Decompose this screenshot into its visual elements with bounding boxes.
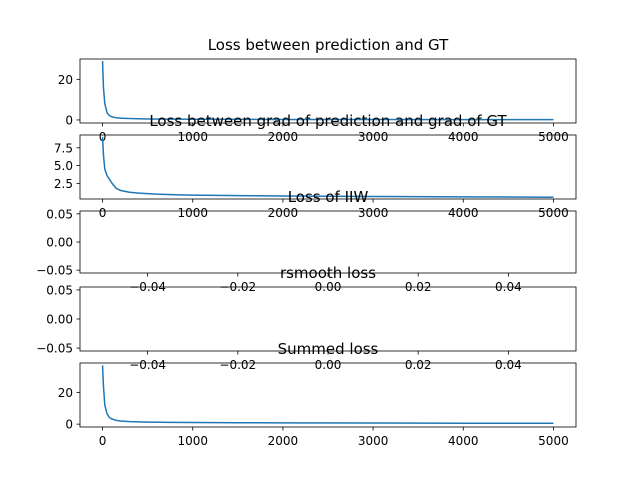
subplot-title-3: Loss of IIW — [288, 188, 369, 206]
x-tick-label: 4000 — [448, 130, 479, 144]
x-tick-label: 4000 — [448, 206, 479, 220]
x-tick-label: 5000 — [538, 434, 569, 448]
y-tick-label: 0 — [65, 418, 73, 432]
x-tick-label: 5000 — [538, 206, 569, 220]
axes-frame-5 — [79, 362, 577, 428]
y-tick-label: −0.05 — [36, 264, 73, 278]
x-tick-label: 0 — [99, 206, 107, 220]
x-tick-label: −0.02 — [219, 358, 256, 372]
x-tick-label: 0.02 — [405, 358, 432, 372]
y-tick-label: 20 — [58, 73, 73, 87]
x-tick-label: 2000 — [268, 130, 299, 144]
x-tick-label: 0.00 — [315, 358, 342, 372]
subplot-3: −0.04 −0.02 0.00 0.02 0.04−0.050.000.05 — [36, 207, 577, 294]
x-tick-label: 2000 — [268, 206, 299, 220]
subplot-title-5: Summed loss — [278, 340, 379, 358]
x-tick-label: 4000 — [448, 434, 479, 448]
x-tick-label: 5000 — [538, 130, 569, 144]
x-tick-label: 0 — [99, 434, 107, 448]
y-tick-label: 7.5 — [54, 141, 73, 155]
x-tick-label: 1000 — [177, 206, 208, 220]
subplot-4: −0.04 −0.02 0.00 0.02 0.04 −0.05 0.00 0.05 — [36, 283, 577, 372]
x-tick-label: 1000 — [177, 130, 208, 144]
y-tick-label: 5.0 — [54, 159, 73, 173]
subplot-5: 0 1000 2000 3000 4000 5000 0 20 — [58, 362, 577, 448]
y-tick-label: 20 — [58, 386, 73, 400]
x-tick-label: 0.04 — [495, 358, 522, 372]
x-tick-label: 3000 — [358, 206, 389, 220]
subplot-2: 0 1000 2000 3000 4000 5000 2.5 5.0 7.5 — [54, 134, 577, 220]
x-tick-label: 2000 — [268, 434, 299, 448]
x-tick-label: 0 — [99, 130, 107, 144]
y-tick-label: −0.05 — [36, 342, 73, 356]
subplot-1: 0 1000 2000 3000 4000 5000 0 20 — [58, 58, 577, 144]
subplot-title-1: Loss between prediction and GT — [208, 36, 449, 54]
series-line-2-1 — [101, 137, 554, 198]
y-tick-label: 0.05 — [46, 207, 73, 221]
x-tick-label: 3000 — [358, 130, 389, 144]
x-tick-label: 3000 — [358, 434, 389, 448]
series-line-5-1 — [101, 365, 554, 425]
subplot-title-4: rsmooth loss — [280, 264, 376, 282]
x-tick-label: −0.04 — [129, 358, 166, 372]
y-tick-label: 0.05 — [46, 283, 73, 297]
y-tick-label: 0 — [65, 113, 73, 127]
y-tick-label: 0.00 — [46, 236, 73, 250]
x-tick-label: 1000 — [177, 434, 208, 448]
axes-frame-1 — [79, 58, 577, 124]
y-tick-label: 0.00 — [46, 313, 73, 327]
subplot-title-2: Loss between grad of prediction and grad… — [149, 112, 507, 130]
y-tick-label: 2.5 — [54, 177, 73, 191]
series-line-1-1 — [101, 61, 554, 121]
axes-frame-2 — [79, 134, 577, 200]
